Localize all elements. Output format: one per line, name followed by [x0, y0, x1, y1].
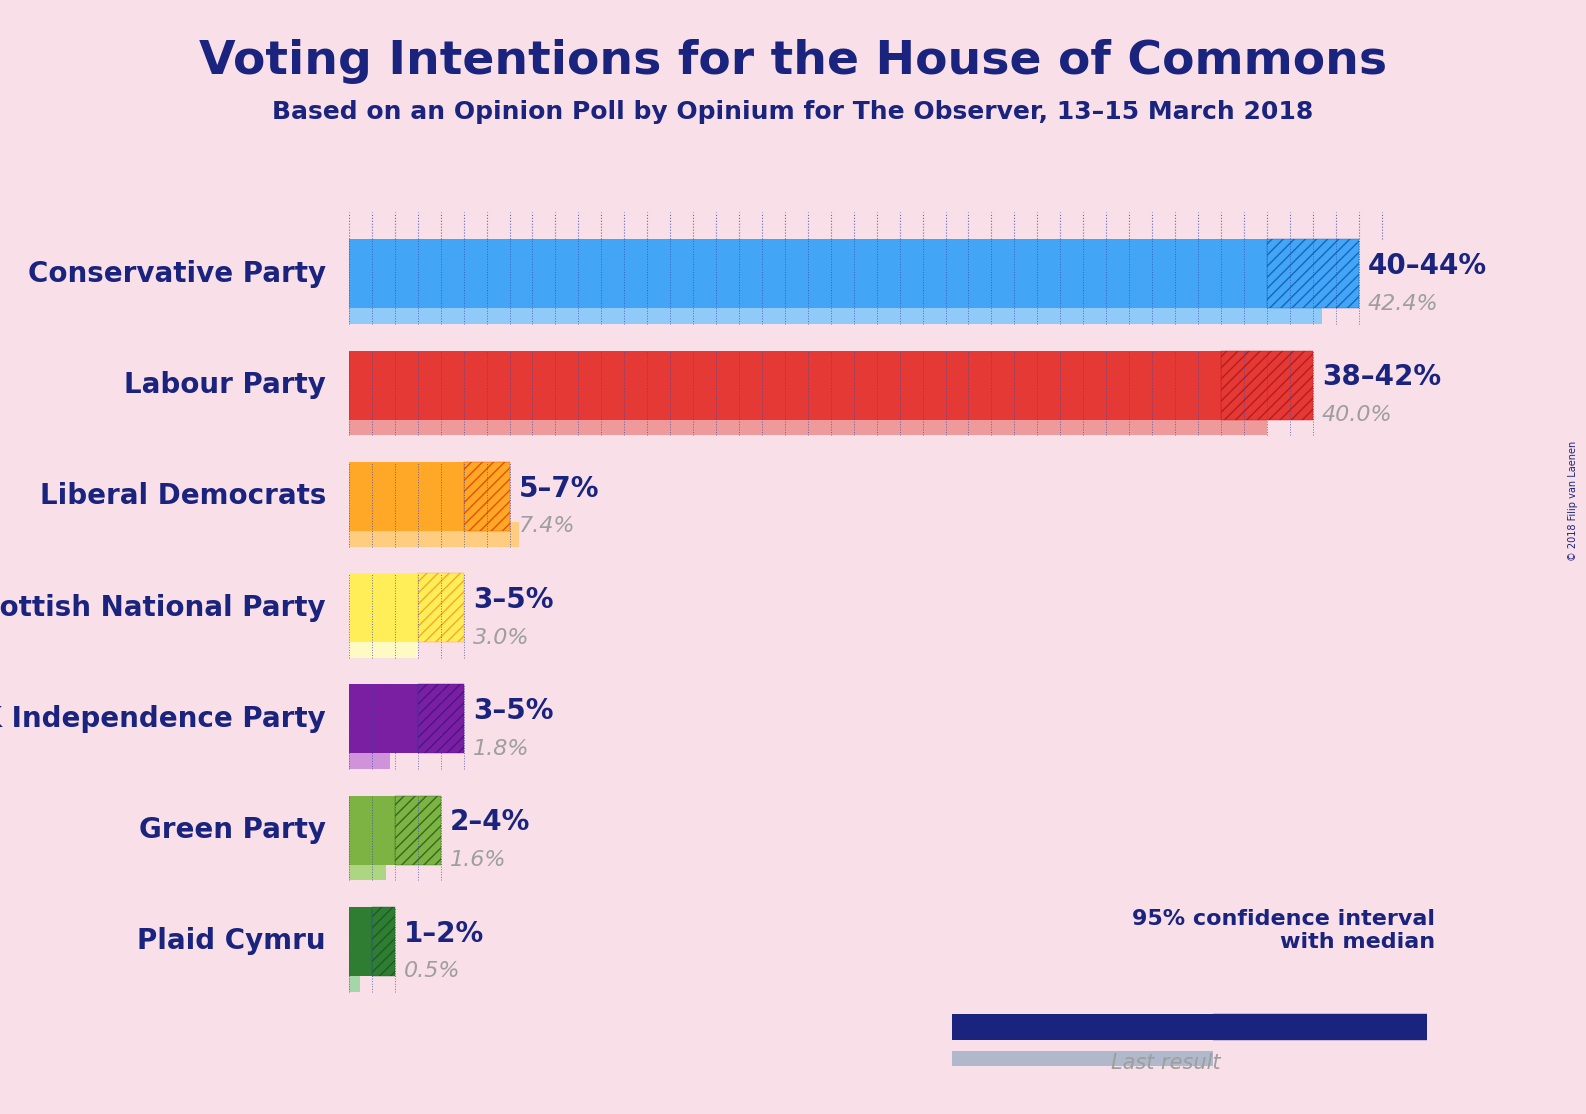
Text: 95% confidence interval
with median: 95% confidence interval with median [1132, 909, 1435, 952]
Bar [349, 351, 1221, 420]
Bar [349, 411, 1267, 436]
Bar [417, 684, 463, 753]
Bar [349, 522, 519, 547]
Bar [349, 907, 371, 976]
Text: Plaid Cymru: Plaid Cymru [138, 928, 327, 956]
Bar [349, 574, 417, 642]
Bar [349, 634, 417, 658]
Text: 2–4%: 2–4% [450, 809, 530, 837]
Bar [1267, 240, 1359, 309]
Text: 3–5%: 3–5% [473, 586, 554, 614]
Text: 42.4%: 42.4% [1367, 294, 1439, 314]
Text: Based on an Opinion Poll by Opinium for The Observer, 13–15 March 2018: Based on an Opinion Poll by Opinium for … [273, 100, 1313, 125]
Text: Scottish National Party: Scottish National Party [0, 594, 327, 622]
Text: 7.4%: 7.4% [519, 517, 576, 537]
Text: 1–2%: 1–2% [404, 920, 484, 948]
Text: 40–44%: 40–44% [1367, 252, 1486, 280]
Text: UK Independence Party: UK Independence Party [0, 705, 327, 733]
Bar [349, 967, 360, 991]
Text: © 2018 Filip van Laenen: © 2018 Filip van Laenen [1569, 441, 1578, 561]
Text: Labour Party: Labour Party [124, 371, 327, 399]
Text: 38–42%: 38–42% [1321, 363, 1442, 391]
Bar [349, 684, 417, 753]
Bar [349, 300, 1321, 324]
Text: 3.0%: 3.0% [473, 628, 530, 647]
Text: Green Party: Green Party [140, 817, 327, 844]
Bar [463, 462, 509, 531]
Bar [395, 795, 441, 864]
Bar [952, 1014, 1213, 1040]
Text: 1.8%: 1.8% [473, 739, 530, 759]
Text: 40.0%: 40.0% [1321, 405, 1393, 426]
Bar [349, 744, 390, 769]
Bar [952, 1052, 1213, 1066]
Text: Voting Intentions for the House of Commons: Voting Intentions for the House of Commo… [198, 39, 1388, 84]
Text: Liberal Democrats: Liberal Democrats [40, 482, 327, 510]
Text: Conservative Party: Conservative Party [29, 260, 327, 287]
Bar [417, 574, 463, 642]
Bar [1221, 351, 1313, 420]
Text: 0.5%: 0.5% [404, 961, 460, 981]
Bar [349, 240, 1267, 309]
Bar [349, 795, 395, 864]
Bar [349, 856, 385, 880]
Bar [349, 462, 463, 531]
Bar [371, 907, 395, 976]
Bar [1213, 1014, 1427, 1040]
Text: Last result: Last result [1110, 1053, 1221, 1073]
Text: 1.6%: 1.6% [450, 850, 506, 870]
Text: 5–7%: 5–7% [519, 475, 600, 502]
Text: 3–5%: 3–5% [473, 697, 554, 725]
